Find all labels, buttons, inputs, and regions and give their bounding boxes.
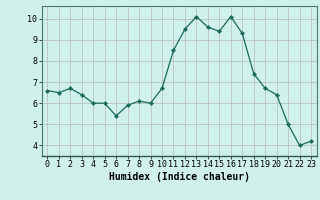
X-axis label: Humidex (Indice chaleur): Humidex (Indice chaleur) [109,172,250,182]
